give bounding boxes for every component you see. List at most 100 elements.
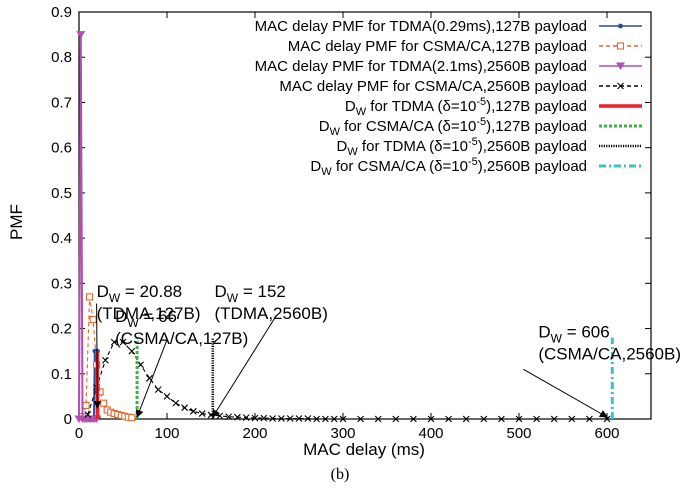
annotation-arrow — [523, 368, 608, 418]
annotation: DW = 152(TDMA,2560B) — [212, 282, 328, 418]
x-tick-label: 100 — [154, 425, 179, 442]
y-tick-label: 0.1 — [51, 366, 72, 383]
annotation-value: DW = 606 — [538, 323, 609, 346]
legend-label: DW for CSMA/CA (δ=10-5),127B payload — [319, 116, 587, 138]
data-point — [533, 415, 540, 423]
data-point — [330, 415, 338, 423]
annotations: DW = 20.88(TDMA,127B)DW = 66(CSMA/CA,127… — [93, 282, 680, 418]
data-point — [374, 415, 382, 423]
legend-label: MAC delay PMF for TDMA(0.29ms),127B payl… — [255, 18, 587, 35]
data-point — [295, 415, 303, 422]
y-tick-label: 0.6 — [51, 140, 72, 157]
dw-lines — [95, 337, 614, 419]
data-point — [110, 338, 118, 346]
data-point — [251, 414, 259, 422]
data-point — [445, 415, 452, 423]
annotation-value: DW = 66 — [115, 307, 177, 330]
data-point — [86, 293, 94, 301]
x-tick-label: 300 — [330, 425, 355, 442]
legend-entry: DW for CSMA/CA (δ=10-5),2560B payload — [310, 156, 642, 178]
y-tick-label: 0.4 — [51, 230, 72, 247]
data-point — [154, 386, 162, 393]
data-point — [89, 315, 97, 324]
series-2 — [78, 293, 136, 422]
legend-entry: MAC delay PMF for TDMA(2.1ms),2560B payl… — [255, 58, 642, 75]
y-tick-label: 0.9 — [51, 4, 72, 21]
data-point — [339, 415, 347, 423]
y-tick-label: 0.8 — [51, 49, 72, 66]
legend-label: MAC delay PMF for CSMA/CA,2560B payload — [279, 78, 587, 95]
data-point — [515, 415, 523, 423]
annotation-value: DW = 152 — [215, 282, 286, 305]
legend-entry: DW for TDMA (δ=10-5),2560B payload — [337, 136, 642, 158]
legend-entry: DW for TDMA (δ=10-5),127B payload — [345, 96, 642, 118]
data-point — [616, 42, 625, 50]
data-point — [76, 31, 86, 39]
legend-entry: DW for CSMA/CA (δ=10-5),127B payload — [319, 116, 642, 138]
y-tick-label: 0.7 — [51, 94, 72, 111]
data-point — [313, 415, 320, 423]
plot-area — [74, 31, 611, 423]
data-point — [190, 407, 197, 415]
data-point — [410, 415, 417, 423]
data-point — [427, 415, 435, 423]
x-tick-label: 200 — [242, 425, 267, 442]
axes: 0 100 200 300 400 500 600 0 0.1 0.2 0.3 0.4 0.5 0.6 0.… — [51, 4, 652, 442]
legend: MAC delay PMF for TDMA(0.29ms),127B payl… — [255, 18, 642, 178]
data-point — [618, 23, 623, 29]
data-point — [128, 414, 136, 422]
legend-label: DW for TDMA (δ=10-5),2560B payload — [337, 136, 587, 158]
annotation-case: (CSMA/CA,2560B) — [538, 345, 680, 364]
data-point — [617, 82, 624, 90]
data-point — [286, 415, 294, 422]
annotation-value: DW = 20.88 — [97, 282, 183, 305]
data-point — [616, 62, 625, 70]
data-point — [480, 415, 488, 423]
data-point — [225, 413, 232, 421]
data-point — [234, 413, 241, 421]
data-point — [84, 411, 92, 418]
data-point — [586, 415, 593, 423]
legend-entry: MAC delay PMF for CSMA/CA,127B payload — [288, 38, 642, 55]
annotation-case: (CSMA/CA,127B) — [115, 329, 248, 348]
data-point — [269, 415, 276, 422]
y-tick-label: 0.2 — [51, 321, 72, 338]
data-point — [357, 415, 364, 423]
data-point — [102, 356, 109, 364]
data-point — [278, 415, 285, 422]
annotation-arrow — [212, 315, 277, 418]
data-point — [181, 404, 188, 412]
data-point — [568, 415, 576, 423]
legend-entry: MAC delay PMF for TDMA(0.29ms),127B payl… — [255, 18, 642, 35]
data-point — [462, 415, 470, 423]
annotation-arrow — [93, 303, 102, 409]
annotation: DW = 606(CSMA/CA,2560B) — [523, 323, 680, 418]
annotation-case: (TDMA,2560B) — [215, 304, 328, 323]
x-tick-label: 0 — [75, 425, 83, 442]
data-point — [498, 415, 505, 423]
data-point — [100, 399, 108, 407]
legend-label: DW for TDMA (δ=10-5),127B payload — [345, 96, 587, 118]
data-point — [322, 415, 329, 423]
data-point — [304, 415, 312, 422]
legend-label: MAC delay PMF for CSMA/CA,127B payload — [288, 38, 587, 55]
series-4 — [84, 338, 611, 423]
data-point — [128, 347, 136, 355]
data-point — [172, 399, 180, 407]
annotation-arrow — [135, 339, 168, 418]
x-tick-label: 500 — [506, 425, 531, 442]
x-tick-label: 400 — [418, 425, 443, 442]
data-point — [260, 414, 268, 422]
data-point — [137, 361, 144, 369]
data-point — [550, 415, 558, 423]
x-axis-label: MAC delay (ms) — [303, 440, 425, 459]
data-point — [163, 393, 171, 400]
legend-label: MAC delay PMF for TDMA(2.1ms),2560B payl… — [255, 58, 587, 75]
annotation-case: (TDMA,127B) — [97, 304, 201, 323]
data-point — [82, 401, 90, 409]
x-tick-label: 600 — [594, 425, 619, 442]
legend-label: DW for CSMA/CA (δ=10-5),2560B payload — [310, 156, 587, 178]
data-point — [242, 414, 250, 422]
y-tick-label: 0 — [64, 411, 72, 428]
